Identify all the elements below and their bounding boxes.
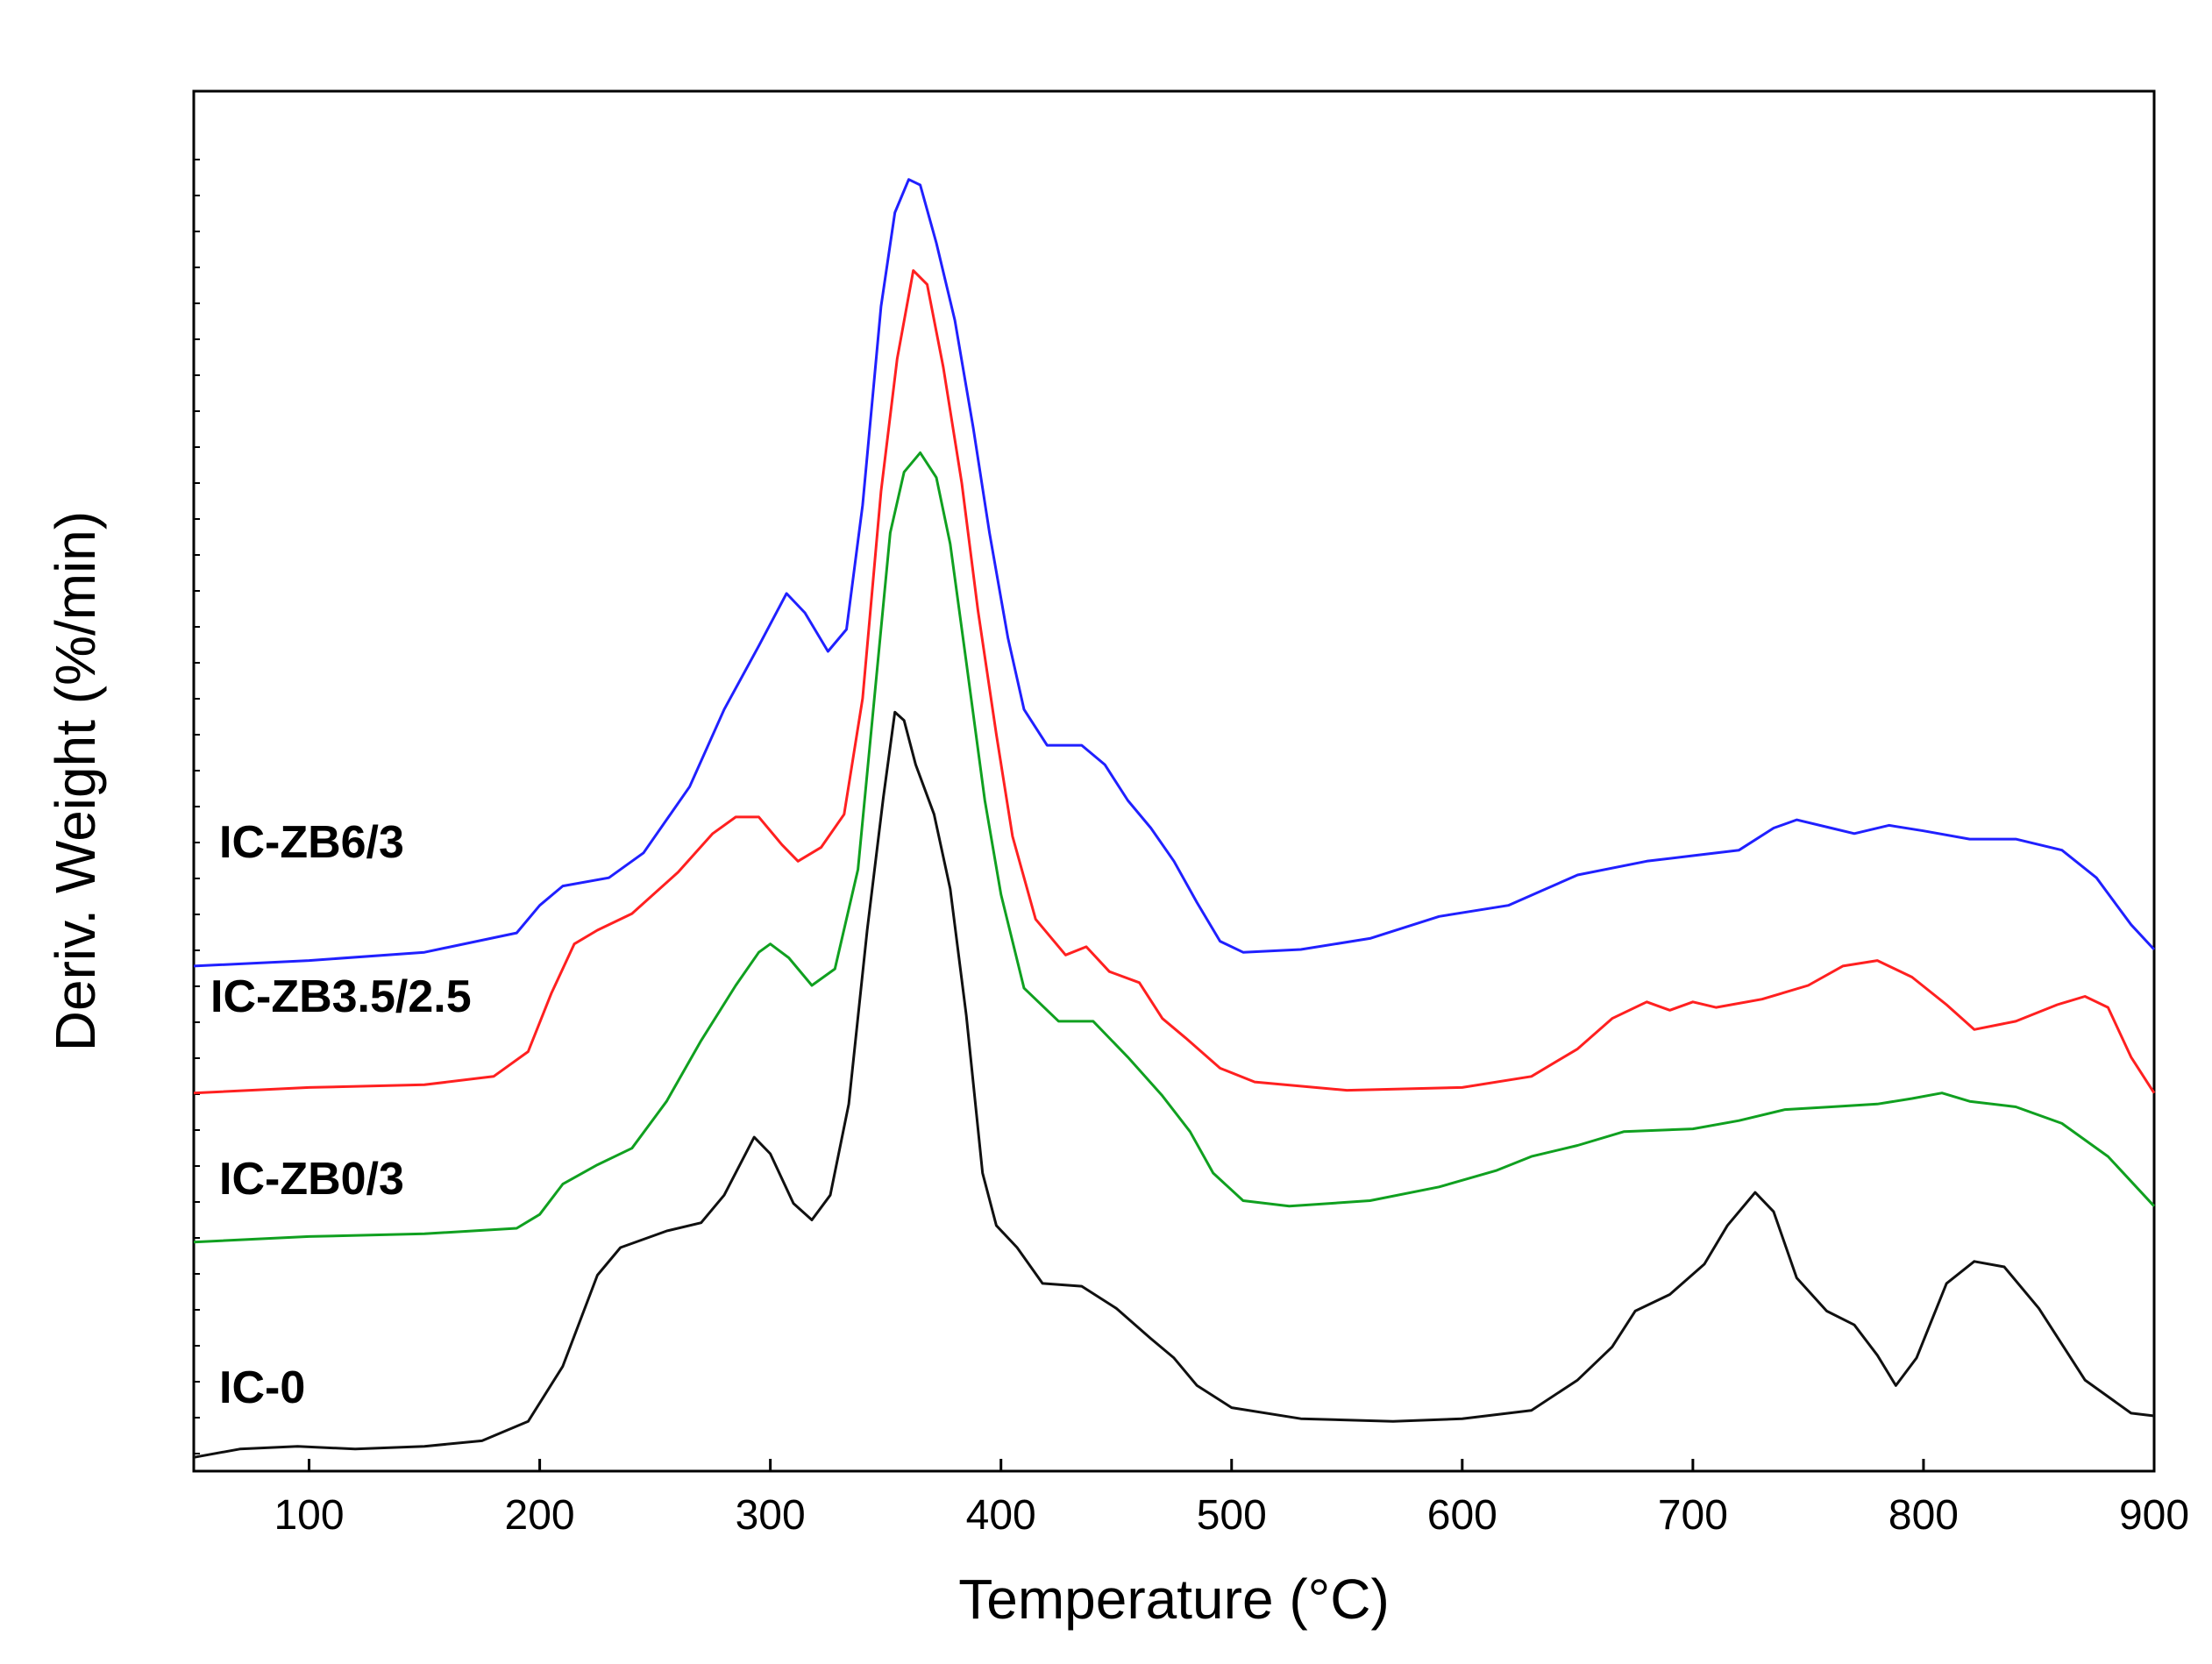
x-tick-label: 300 [736,1492,806,1539]
x-tick-label: 100 [274,1492,344,1539]
x-tick-label: 800 [1888,1492,1959,1539]
series-label-ic-zb0-3: IC-ZB0/3 [219,1154,404,1205]
x-tick-label: 700 [1658,1492,1728,1539]
series-line-ic-zb0-3 [193,451,2156,1244]
x-tick-label: 200 [505,1492,575,1539]
x-tick-label: 400 [966,1492,1036,1539]
y-axis-title: Deriv. Weight (%/min) [44,511,107,1051]
x-axis-title: Temperature (°C) [958,1568,1390,1631]
series-lines [193,178,2156,1459]
x-axis-ticks: 100 200 300 400 500 600 700 800 900 [274,1459,2189,1539]
series-line-ic-zb6-3 [193,178,2156,968]
x-tick-label: 500 [1197,1492,1267,1539]
series-label-ic-0: IC-0 [219,1362,305,1413]
x-tick-label: 600 [1427,1492,1497,1539]
series-label-ic-zb3-5-2-5: IC-ZB3.5/2.5 [210,971,472,1022]
series-label-ic-zb6-3: IC-ZB6/3 [219,817,404,868]
plot-frame [192,89,2156,1473]
x-tick-label: 900 [2119,1492,2189,1539]
series-line-ic-0 [193,710,2155,1459]
series-line-ic-zb3-5-2-5 [193,269,2156,1095]
y-axis-ticks [194,159,200,1454]
